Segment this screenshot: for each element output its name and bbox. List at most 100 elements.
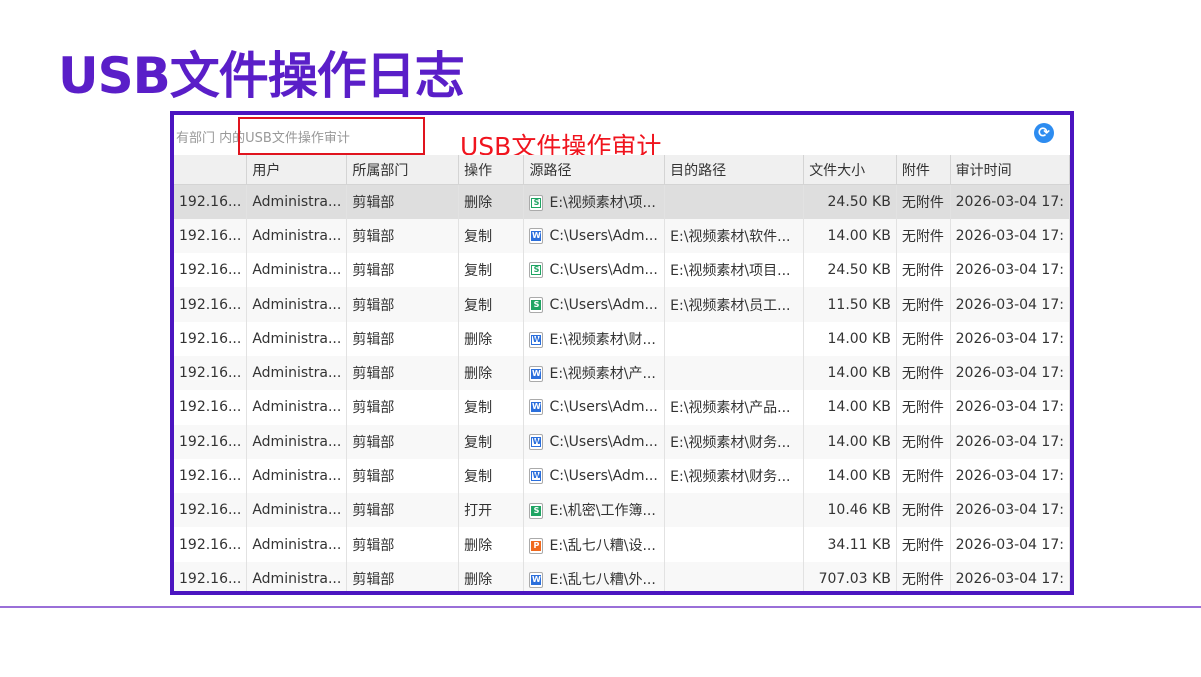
- column-header-attachment[interactable]: 附件: [896, 155, 951, 185]
- cell-destination-path: [664, 561, 805, 591]
- column-header-destination-path[interactable]: 目的路径: [664, 155, 805, 185]
- column-header-ip[interactable]: [174, 155, 248, 185]
- source-path-text: C:\Users\Adm...: [549, 399, 658, 416]
- cell-department: 剪辑部: [346, 355, 460, 391]
- table-row[interactable]: 192.16... Administra... 剪辑部 复制 S C:\Users\Adm…: [174, 253, 1070, 288]
- cell-operation: 复制: [458, 424, 525, 459]
- cell-audit-time: 2026-03-04 17:: [950, 218, 1070, 254]
- table-row[interactable]: 192.16... Administra... 剪辑部 复制 W C:\Users\Adm…: [174, 218, 1070, 254]
- cell-file-size: 24.50 KB: [803, 253, 897, 288]
- table-row[interactable]: 192.16... Administra... 剪辑部 打开 S E:\机密\工作簿...…: [174, 493, 1070, 528]
- cell-user: Administra...: [246, 527, 348, 562]
- cell-source-path: S E:\机密\工作簿...: [523, 493, 666, 528]
- cell-destination-path: E:\视频素材\财务...: [664, 458, 805, 494]
- cell-attachment: 无附件: [896, 218, 951, 254]
- table-row[interactable]: 192.16... Administra... 剪辑部 复制 W C:\Users\Adm…: [174, 390, 1070, 425]
- cell-audit-time: 2026-03-04 17:: [950, 458, 1070, 494]
- audit-table: 用户 所属部门 操作 源路径 目的路径 文件大小 附件 审计时间 192.16... Admin…: [174, 155, 1070, 591]
- cell-operation: 复制: [458, 390, 525, 425]
- cell-ip: 192.16...: [174, 424, 248, 459]
- table-row[interactable]: 192.16... Administra... 剪辑部 删除 P E:\乱七八糟\设...…: [174, 527, 1070, 562]
- cell-source-path: W C:\Users\Adm...: [523, 424, 666, 459]
- table-row[interactable]: 192.16... Administra... 剪辑部 删除 W E:\视频素材\财...…: [174, 321, 1070, 356]
- cell-source-path: W C:\Users\Adm...: [523, 390, 666, 425]
- cell-file-size: 14.00 KB: [803, 458, 897, 494]
- column-header-source-path[interactable]: 源路径: [523, 155, 666, 185]
- cell-user: Administra...: [246, 321, 348, 356]
- table-row[interactable]: 192.16... Administra... 剪辑部 复制 W C:\Users\Adm…: [174, 424, 1070, 459]
- cell-operation: 打开: [458, 493, 525, 528]
- cell-source-path: S E:\视频素材\项...: [523, 184, 666, 219]
- cell-audit-time: 2026-03-04 17:: [950, 287, 1070, 322]
- cell-audit-time: 2026-03-04 17:: [950, 184, 1070, 219]
- cell-destination-path: [664, 184, 805, 219]
- cell-user: Administra...: [246, 355, 348, 391]
- cell-destination-path: E:\视频素材\项目...: [664, 253, 805, 288]
- cell-user: Administra...: [246, 287, 348, 322]
- cell-user: Administra...: [246, 424, 348, 459]
- cell-audit-time: 2026-03-04 17:: [950, 561, 1070, 591]
- source-path-text: E:\视频素材\项...: [549, 194, 656, 211]
- cell-file-size: 24.50 KB: [803, 184, 897, 219]
- cell-destination-path: [664, 527, 805, 562]
- table-row[interactable]: 192.16... Administra... 剪辑部 复制 W C:\Users\Adm…: [174, 458, 1070, 494]
- cell-ip: 192.16...: [174, 527, 248, 562]
- table-row[interactable]: 192.16... Administra... 剪辑部 删除 W E:\视频素材\产...…: [174, 355, 1070, 391]
- cell-department: 剪辑部: [346, 424, 460, 459]
- cell-source-path: W E:\视频素材\财...: [523, 321, 666, 356]
- cell-audit-time: 2026-03-04 17:: [950, 424, 1070, 459]
- cell-department: 剪辑部: [346, 458, 460, 494]
- excel-file-icon: S: [529, 262, 544, 279]
- cell-department: 剪辑部: [346, 218, 460, 254]
- cell-attachment: 无附件: [896, 527, 951, 562]
- source-path-text: C:\Users\Adm...: [549, 468, 658, 485]
- cell-attachment: 无附件: [896, 253, 951, 288]
- word-file-icon: W: [529, 227, 544, 244]
- cell-operation: 删除: [458, 184, 525, 219]
- table-row[interactable]: 192.16... Administra... 剪辑部 删除 W E:\乱七八糟\外...…: [174, 561, 1070, 591]
- cell-attachment: 无附件: [896, 458, 951, 494]
- source-path-text: E:\机密\工作簿...: [549, 503, 656, 520]
- cell-destination-path: E:\视频素材\产品...: [664, 390, 805, 425]
- excel-file-icon: S: [529, 503, 544, 520]
- column-header-operation[interactable]: 操作: [458, 155, 525, 185]
- cell-audit-time: 2026-03-04 17:: [950, 390, 1070, 425]
- column-header-user[interactable]: 用户: [246, 155, 348, 185]
- page-title: USB文件操作日志: [58, 47, 465, 105]
- column-header-audit-time[interactable]: 审计时间: [950, 155, 1070, 185]
- highlight-box: [238, 117, 425, 155]
- table-row[interactable]: 192.16... Administra... 剪辑部 复制 S C:\Users\Adm…: [174, 287, 1070, 322]
- column-header-file-size[interactable]: 文件大小: [803, 155, 897, 185]
- cell-ip: 192.16...: [174, 493, 248, 528]
- cell-ip: 192.16...: [174, 355, 248, 391]
- cell-department: 剪辑部: [346, 390, 460, 425]
- cell-department: 剪辑部: [346, 287, 460, 322]
- word-file-icon: W: [529, 433, 544, 450]
- cell-operation: 复制: [458, 218, 525, 254]
- cell-department: 剪辑部: [346, 321, 460, 356]
- cell-file-size: 14.00 KB: [803, 321, 897, 356]
- breadcrumb: 有部门 内的USB文件操作审计: [176, 131, 350, 146]
- refresh-icon[interactable]: ⟳: [1034, 123, 1054, 143]
- cell-audit-time: 2026-03-04 17:: [950, 321, 1070, 356]
- cell-operation: 复制: [458, 287, 525, 322]
- table-row[interactable]: 192.16... Administra... 剪辑部 删除 S E:\视频素材\项...…: [174, 184, 1070, 219]
- cell-user: Administra...: [246, 458, 348, 494]
- cell-ip: 192.16...: [174, 253, 248, 288]
- cell-destination-path: [664, 321, 805, 356]
- column-header-department[interactable]: 所属部门: [346, 155, 460, 185]
- cell-audit-time: 2026-03-04 17:: [950, 253, 1070, 288]
- cell-file-size: 14.00 KB: [803, 218, 897, 254]
- cell-source-path: W E:\视频素材\产...: [523, 355, 666, 391]
- usb-audit-panel: 有部门 内的USB文件操作审计 USB文件操作审计 ⟳ 用户 所属部门 操作 源路径目…: [170, 111, 1074, 595]
- word-file-icon: W: [529, 571, 544, 588]
- word-file-icon: W: [529, 468, 544, 485]
- cell-ip: 192.16...: [174, 287, 248, 322]
- cell-destination-path: E:\视频素材\软件...: [664, 218, 805, 254]
- cell-ip: 192.16...: [174, 561, 248, 591]
- cell-user: Administra...: [246, 493, 348, 528]
- cell-department: 剪辑部: [346, 184, 460, 219]
- cell-attachment: 无附件: [896, 390, 951, 425]
- divider: [0, 606, 1201, 608]
- source-path-text: E:\视频素材\产...: [549, 366, 656, 383]
